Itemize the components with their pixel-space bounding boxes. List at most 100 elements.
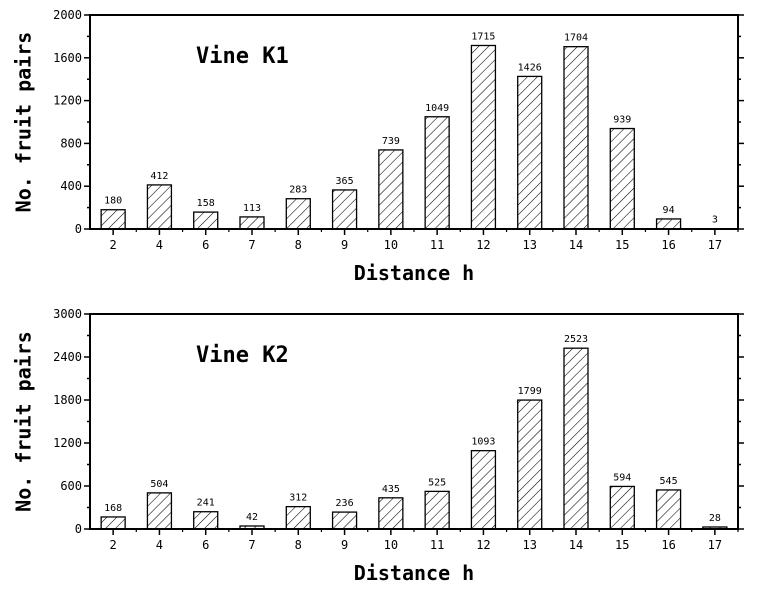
bar-17: [702, 526, 728, 530]
bar-value-label: 1049: [425, 103, 449, 114]
x-tick-label: 12: [476, 538, 490, 552]
y-tick-label: 600: [60, 479, 82, 493]
x-tick-label: 12: [476, 238, 490, 252]
x-tick-label: 15: [615, 238, 629, 252]
bar-6: [193, 511, 219, 530]
bar-value-label: 158: [197, 198, 215, 209]
bar-value-label: 2523: [564, 334, 588, 345]
charts-container: 0400800120016002000180241241586113728383…: [12, 8, 744, 585]
x-axis-label: Distance h: [354, 261, 474, 285]
x-tick-label: 16: [661, 238, 675, 252]
bar-value-label: 525: [428, 477, 446, 488]
x-tick-label: 14: [569, 238, 583, 252]
bar-16: [655, 218, 682, 230]
bar-14: [563, 347, 589, 530]
x-tick-label: 7: [248, 538, 255, 552]
bar-value-label: 412: [150, 171, 168, 182]
bar-value-label: 1715: [471, 31, 495, 42]
bar-value-label: 594: [613, 472, 631, 483]
bar-value-label: 28: [709, 513, 721, 524]
x-tick-label: 15: [615, 538, 629, 552]
x-tick-label: 9: [341, 238, 348, 252]
bar-value-label: 504: [150, 479, 168, 490]
bar-13: [517, 399, 543, 530]
bar-2: [100, 209, 126, 230]
bar-12: [470, 450, 497, 530]
x-tick-label: 8: [295, 238, 302, 252]
y-axis-label: No. fruit pairs: [12, 32, 36, 213]
y-tick-label: 1200: [53, 94, 82, 108]
bar-14: [563, 46, 589, 230]
bar-15: [609, 127, 635, 230]
bar-9: [331, 189, 358, 230]
x-tick-label: 16: [661, 538, 675, 552]
x-tick-label: 11: [430, 238, 444, 252]
bar-value-label: 42: [246, 512, 258, 523]
y-tick-label: 0: [75, 222, 82, 236]
bar-value-label: 1426: [518, 62, 542, 73]
chart-1: 0400800120016002000180241241586113728383…: [12, 8, 744, 285]
bar-8: [285, 505, 311, 530]
x-tick-label: 17: [708, 238, 722, 252]
bar-4: [146, 492, 173, 530]
bar-value-label: 739: [382, 136, 400, 147]
x-tick-label: 7: [248, 238, 255, 252]
x-tick-label: 10: [384, 238, 398, 252]
bar-value-label: 236: [336, 498, 354, 509]
y-tick-label: 3000: [53, 307, 82, 321]
x-tick-label: 2: [110, 238, 117, 252]
chart-title: Vine K1: [196, 44, 289, 69]
x-tick-label: 17: [708, 538, 722, 552]
bar-value-label: 939: [613, 115, 631, 126]
x-tick-label: 10: [384, 538, 398, 552]
x-tick-label: 6: [202, 538, 209, 552]
x-tick-label: 9: [341, 538, 348, 552]
x-tick-label: 11: [430, 538, 444, 552]
plot-frame: [89, 313, 739, 530]
x-tick-label: 13: [522, 238, 536, 252]
y-tick-label: 2000: [53, 8, 82, 22]
plot-frame: [89, 14, 739, 230]
x-tick-label: 13: [522, 538, 536, 552]
x-tick-label: 8: [295, 538, 302, 552]
bar-11: [424, 490, 450, 530]
x-axis-label: Distance h: [354, 561, 474, 585]
bar-value-label: 545: [660, 476, 678, 487]
bar-2: [100, 516, 126, 530]
y-tick-label: 1600: [53, 51, 82, 65]
bar-value-label: 168: [104, 503, 122, 514]
bar-value-label: 3: [712, 215, 718, 226]
y-tick-label: 1800: [53, 393, 82, 407]
bar-value-label: 365: [336, 176, 354, 187]
y-tick-label: 800: [60, 136, 82, 150]
bar-8: [285, 198, 311, 230]
bar-7: [239, 525, 265, 530]
y-tick-label: 400: [60, 179, 82, 193]
bar-11: [424, 116, 450, 230]
bar-9: [331, 511, 358, 530]
bar-13: [517, 75, 543, 230]
bar-value-label: 435: [382, 484, 400, 495]
bar-value-label: 180: [104, 196, 122, 207]
y-tick-label: 2400: [53, 350, 82, 364]
chart-title: Vine K2: [196, 343, 289, 368]
bar-value-label: 241: [197, 498, 215, 509]
x-tick-label: 4: [156, 538, 163, 552]
chart-2: 0 600 1200 1800 2400 3000 168 2 504 4 241 6 42 7 312 8 2…: [12, 307, 744, 585]
x-tick-label: 2: [110, 538, 117, 552]
bar-value-label: 1704: [564, 33, 588, 44]
bar-4: [146, 184, 173, 230]
bar-10: [378, 149, 404, 230]
bar-7: [239, 216, 265, 230]
bar-10: [378, 497, 404, 530]
bar-value-label: 312: [289, 493, 307, 504]
bar-12: [470, 44, 497, 230]
bar-6: [193, 211, 219, 230]
bar-15: [609, 485, 635, 530]
bar-16: [655, 489, 682, 530]
x-tick-label: 4: [156, 238, 163, 252]
y-axis-label: No. fruit pairs: [12, 331, 36, 512]
y-tick-label: 0: [75, 522, 82, 536]
x-tick-label: 6: [202, 238, 209, 252]
